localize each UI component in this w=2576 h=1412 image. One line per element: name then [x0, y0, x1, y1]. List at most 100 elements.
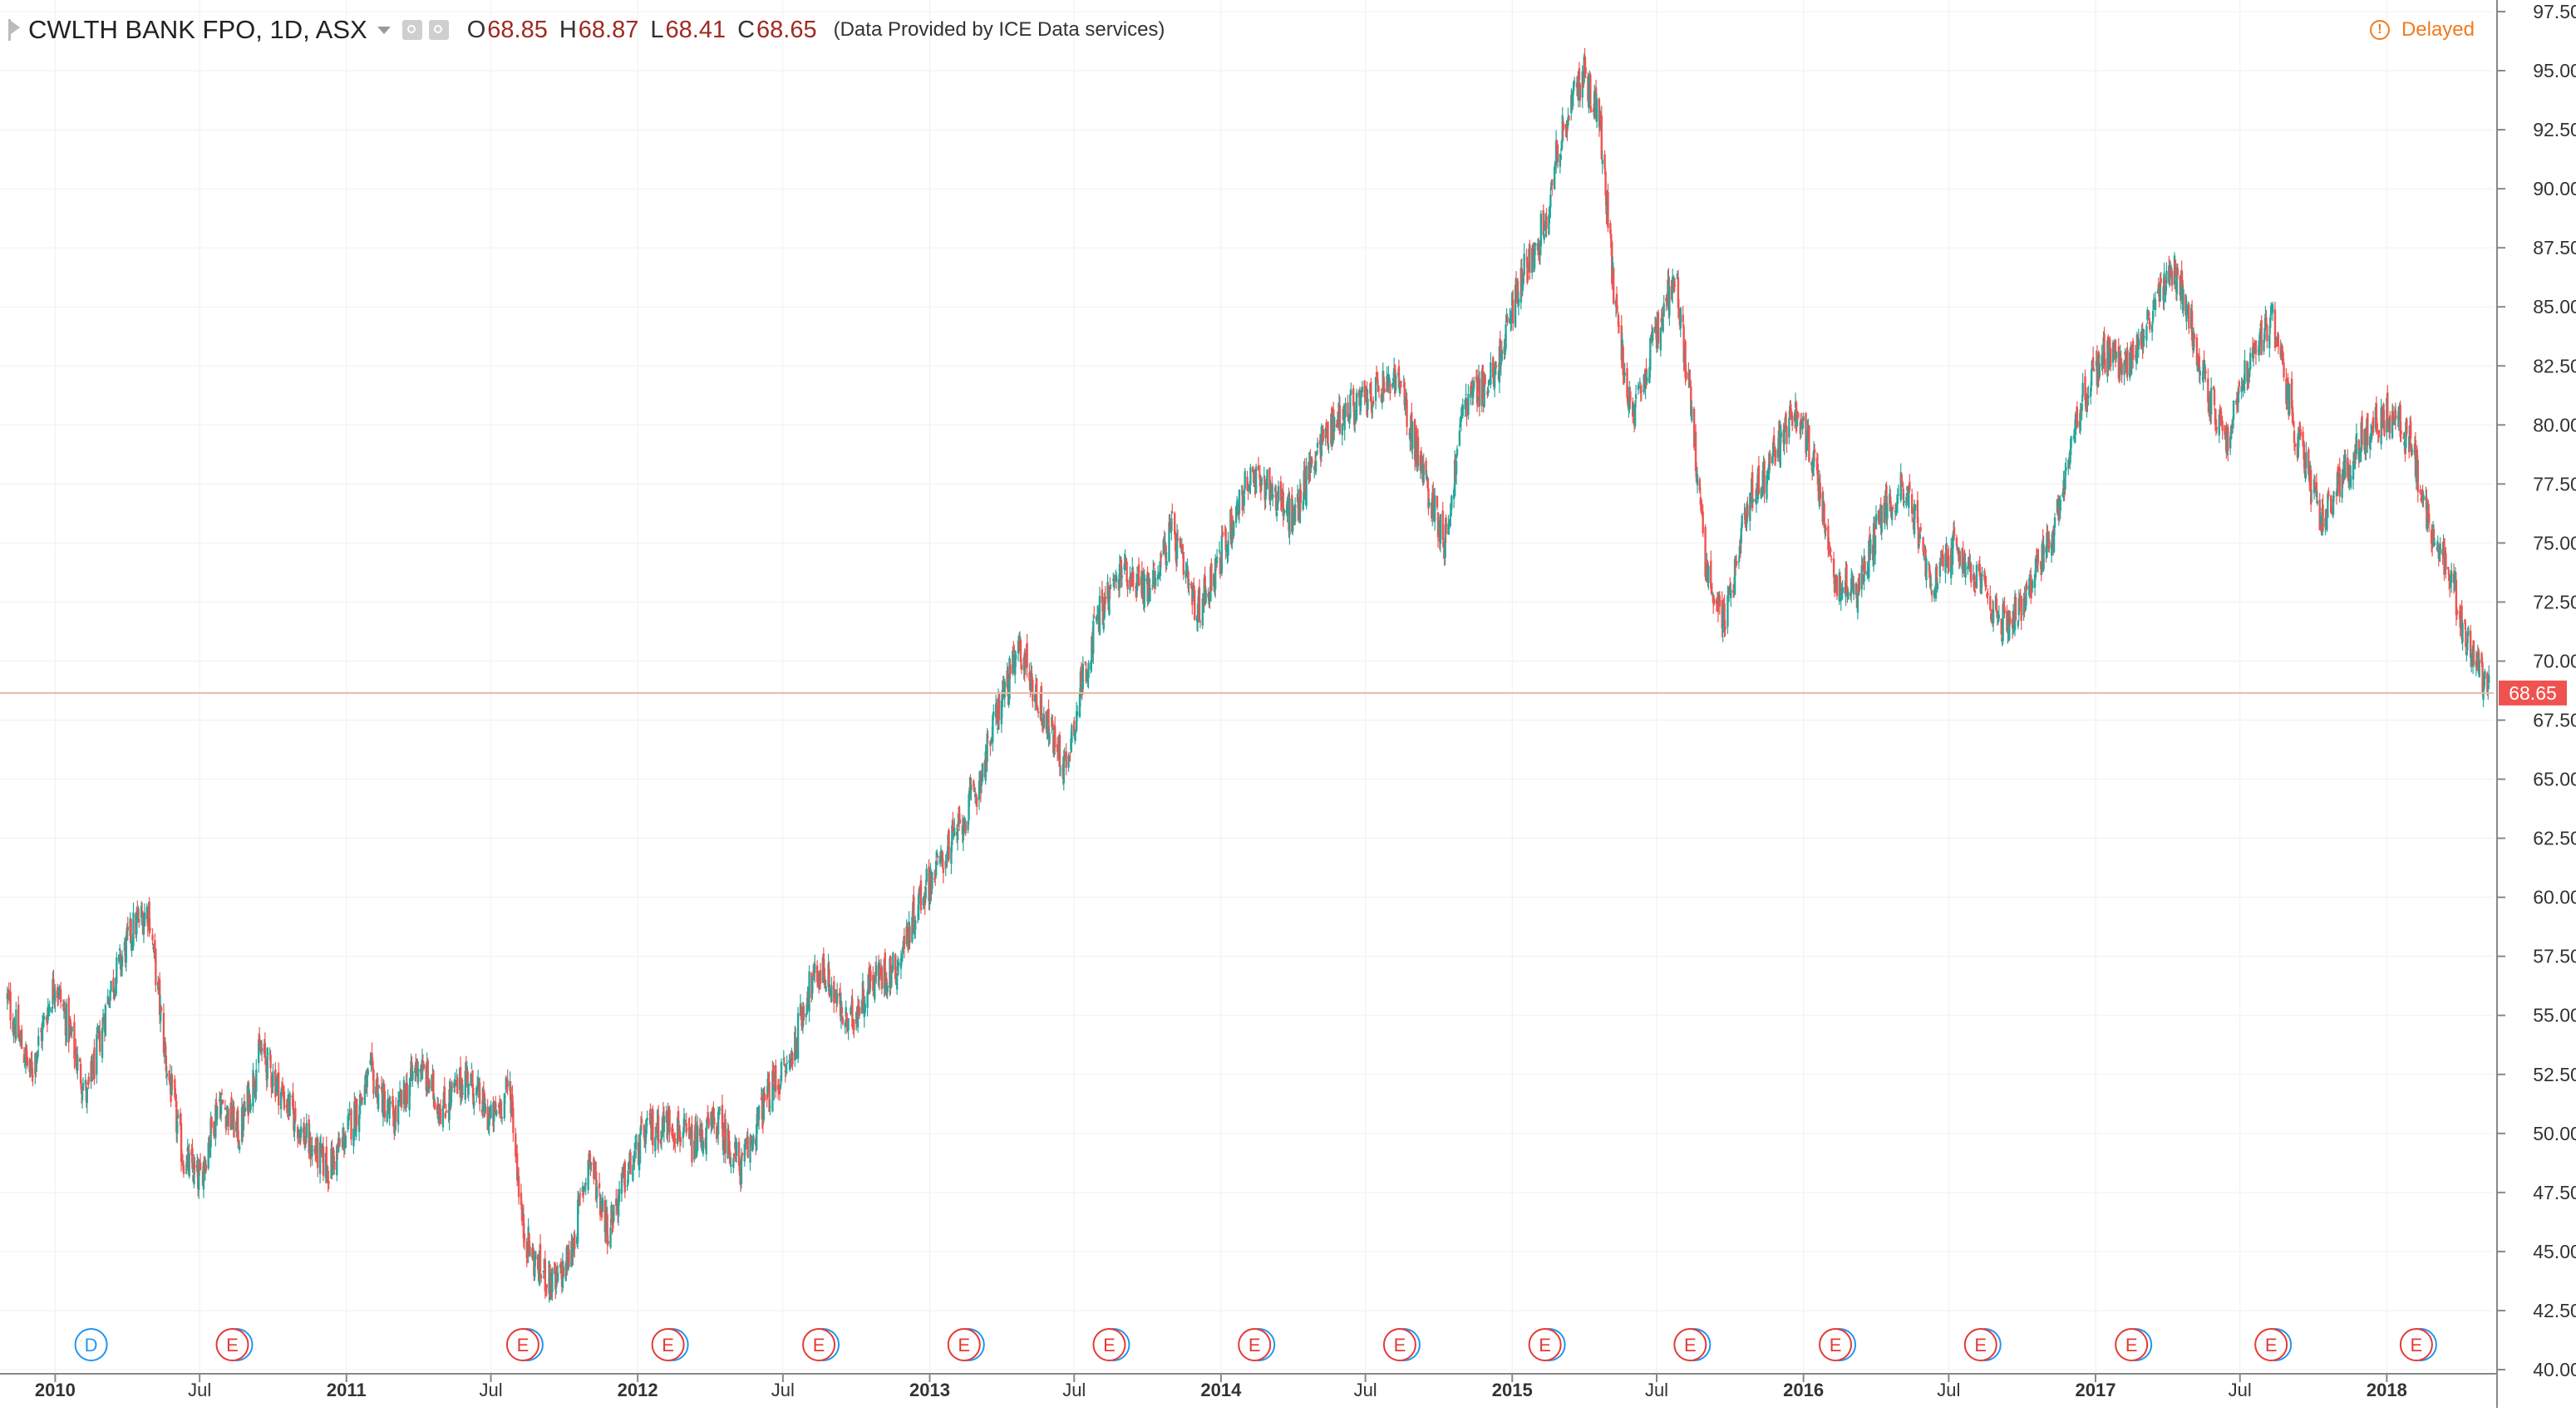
candle	[101, 1016, 105, 1021]
candle	[1382, 376, 1385, 392]
candle	[1607, 192, 1609, 229]
candle	[2415, 454, 2418, 483]
candle	[37, 1036, 40, 1046]
flag-icon[interactable]	[8, 19, 20, 41]
candle	[1181, 544, 1185, 552]
candle	[512, 1108, 515, 1134]
candle	[137, 912, 140, 921]
candle	[1908, 487, 1910, 509]
candle	[1962, 550, 1964, 563]
candle	[1793, 412, 1796, 422]
earnings-event-marker[interactable]: E	[1382, 1328, 1421, 1361]
candle	[824, 981, 826, 987]
earnings-event-marker[interactable]: E	[215, 1328, 254, 1361]
candle	[952, 820, 954, 832]
dividend-event-marker[interactable]: D	[74, 1328, 108, 1361]
y-tick-label: 47.50	[2533, 1182, 2576, 1203]
candle	[370, 1055, 372, 1062]
candle	[1627, 396, 1629, 406]
earnings-event-marker[interactable]: E	[2254, 1328, 2293, 1361]
candle	[890, 971, 893, 987]
candle	[2072, 435, 2076, 440]
candle	[805, 1003, 808, 1016]
candle	[408, 1085, 411, 1110]
candle	[516, 1153, 519, 1181]
candle	[45, 1017, 48, 1020]
candle	[654, 1137, 657, 1152]
candle	[1071, 725, 1073, 743]
candle	[1360, 393, 1363, 396]
gear-icon[interactable]	[428, 20, 449, 40]
candle	[386, 1110, 388, 1123]
candle	[416, 1069, 420, 1082]
earnings-event-marker[interactable]: E	[1819, 1328, 1857, 1361]
earnings-event-marker[interactable]: E	[1673, 1328, 1712, 1361]
candle	[1009, 664, 1012, 675]
earnings-event-marker[interactable]: E	[2115, 1328, 2153, 1361]
candle	[749, 1137, 751, 1164]
candle	[1980, 575, 1982, 594]
delayed-indicator[interactable]: ! Delayed	[2369, 18, 2475, 42]
eye-icon[interactable]	[401, 20, 422, 40]
candle	[1568, 116, 1570, 121]
candle	[194, 1164, 196, 1168]
candle	[84, 1080, 87, 1085]
candle	[1554, 140, 1558, 166]
earnings-event-marker[interactable]: E	[1238, 1328, 1276, 1361]
candle	[62, 1009, 66, 1011]
candle	[1638, 381, 1642, 383]
candle	[652, 1109, 654, 1146]
candle	[637, 1142, 640, 1165]
earnings-event-marker[interactable]: E	[802, 1328, 840, 1361]
candle	[1453, 460, 1456, 497]
candle	[2180, 276, 2182, 300]
candle	[455, 1084, 457, 1085]
candle	[96, 1034, 98, 1075]
candle	[536, 1255, 539, 1270]
candle	[1575, 82, 1579, 88]
candle	[825, 986, 827, 992]
earnings-event-marker[interactable]: E	[651, 1328, 689, 1361]
candle	[851, 998, 854, 1027]
candle	[220, 1094, 224, 1095]
candle	[2271, 304, 2274, 313]
candle	[1343, 415, 1346, 430]
candle	[450, 1091, 452, 1107]
candle	[1916, 499, 1919, 524]
symbol-title[interactable]: CWLTH BANK FPO, 1D, ASX	[28, 15, 367, 44]
candle	[2030, 574, 2032, 598]
candle	[1464, 400, 1466, 410]
candle	[539, 1275, 543, 1279]
candle	[1135, 574, 1139, 591]
candle	[1398, 384, 1401, 393]
earnings-event-marker[interactable]: E	[505, 1328, 544, 1361]
event-marker-label: E	[1103, 1335, 1116, 1355]
candle	[1847, 592, 1849, 599]
candle	[121, 956, 124, 967]
candle	[939, 852, 943, 859]
earnings-event-marker[interactable]: E	[1092, 1328, 1130, 1361]
earnings-event-marker[interactable]: E	[1963, 1328, 2002, 1361]
x-tick-label: Jul	[1645, 1380, 1668, 1400]
candle	[828, 968, 830, 996]
candle	[1852, 583, 1855, 595]
y-tick-label: 67.50	[2533, 710, 2576, 731]
earnings-event-marker[interactable]: E	[1528, 1328, 1566, 1361]
candle	[478, 1082, 481, 1105]
candle	[191, 1148, 194, 1169]
candle	[1062, 757, 1065, 784]
candle	[668, 1109, 671, 1133]
candle	[1533, 245, 1536, 269]
candle	[948, 829, 950, 860]
candle	[428, 1080, 431, 1090]
earnings-event-marker[interactable]: E	[947, 1328, 985, 1361]
chevron-down-icon[interactable]	[377, 26, 391, 34]
candle	[1316, 442, 1319, 448]
candle	[811, 977, 814, 994]
candle	[874, 965, 878, 977]
event-marker-label: E	[958, 1335, 970, 1355]
candle	[2293, 430, 2296, 443]
candle	[667, 1109, 669, 1135]
earnings-event-marker[interactable]: E	[2399, 1328, 2437, 1361]
